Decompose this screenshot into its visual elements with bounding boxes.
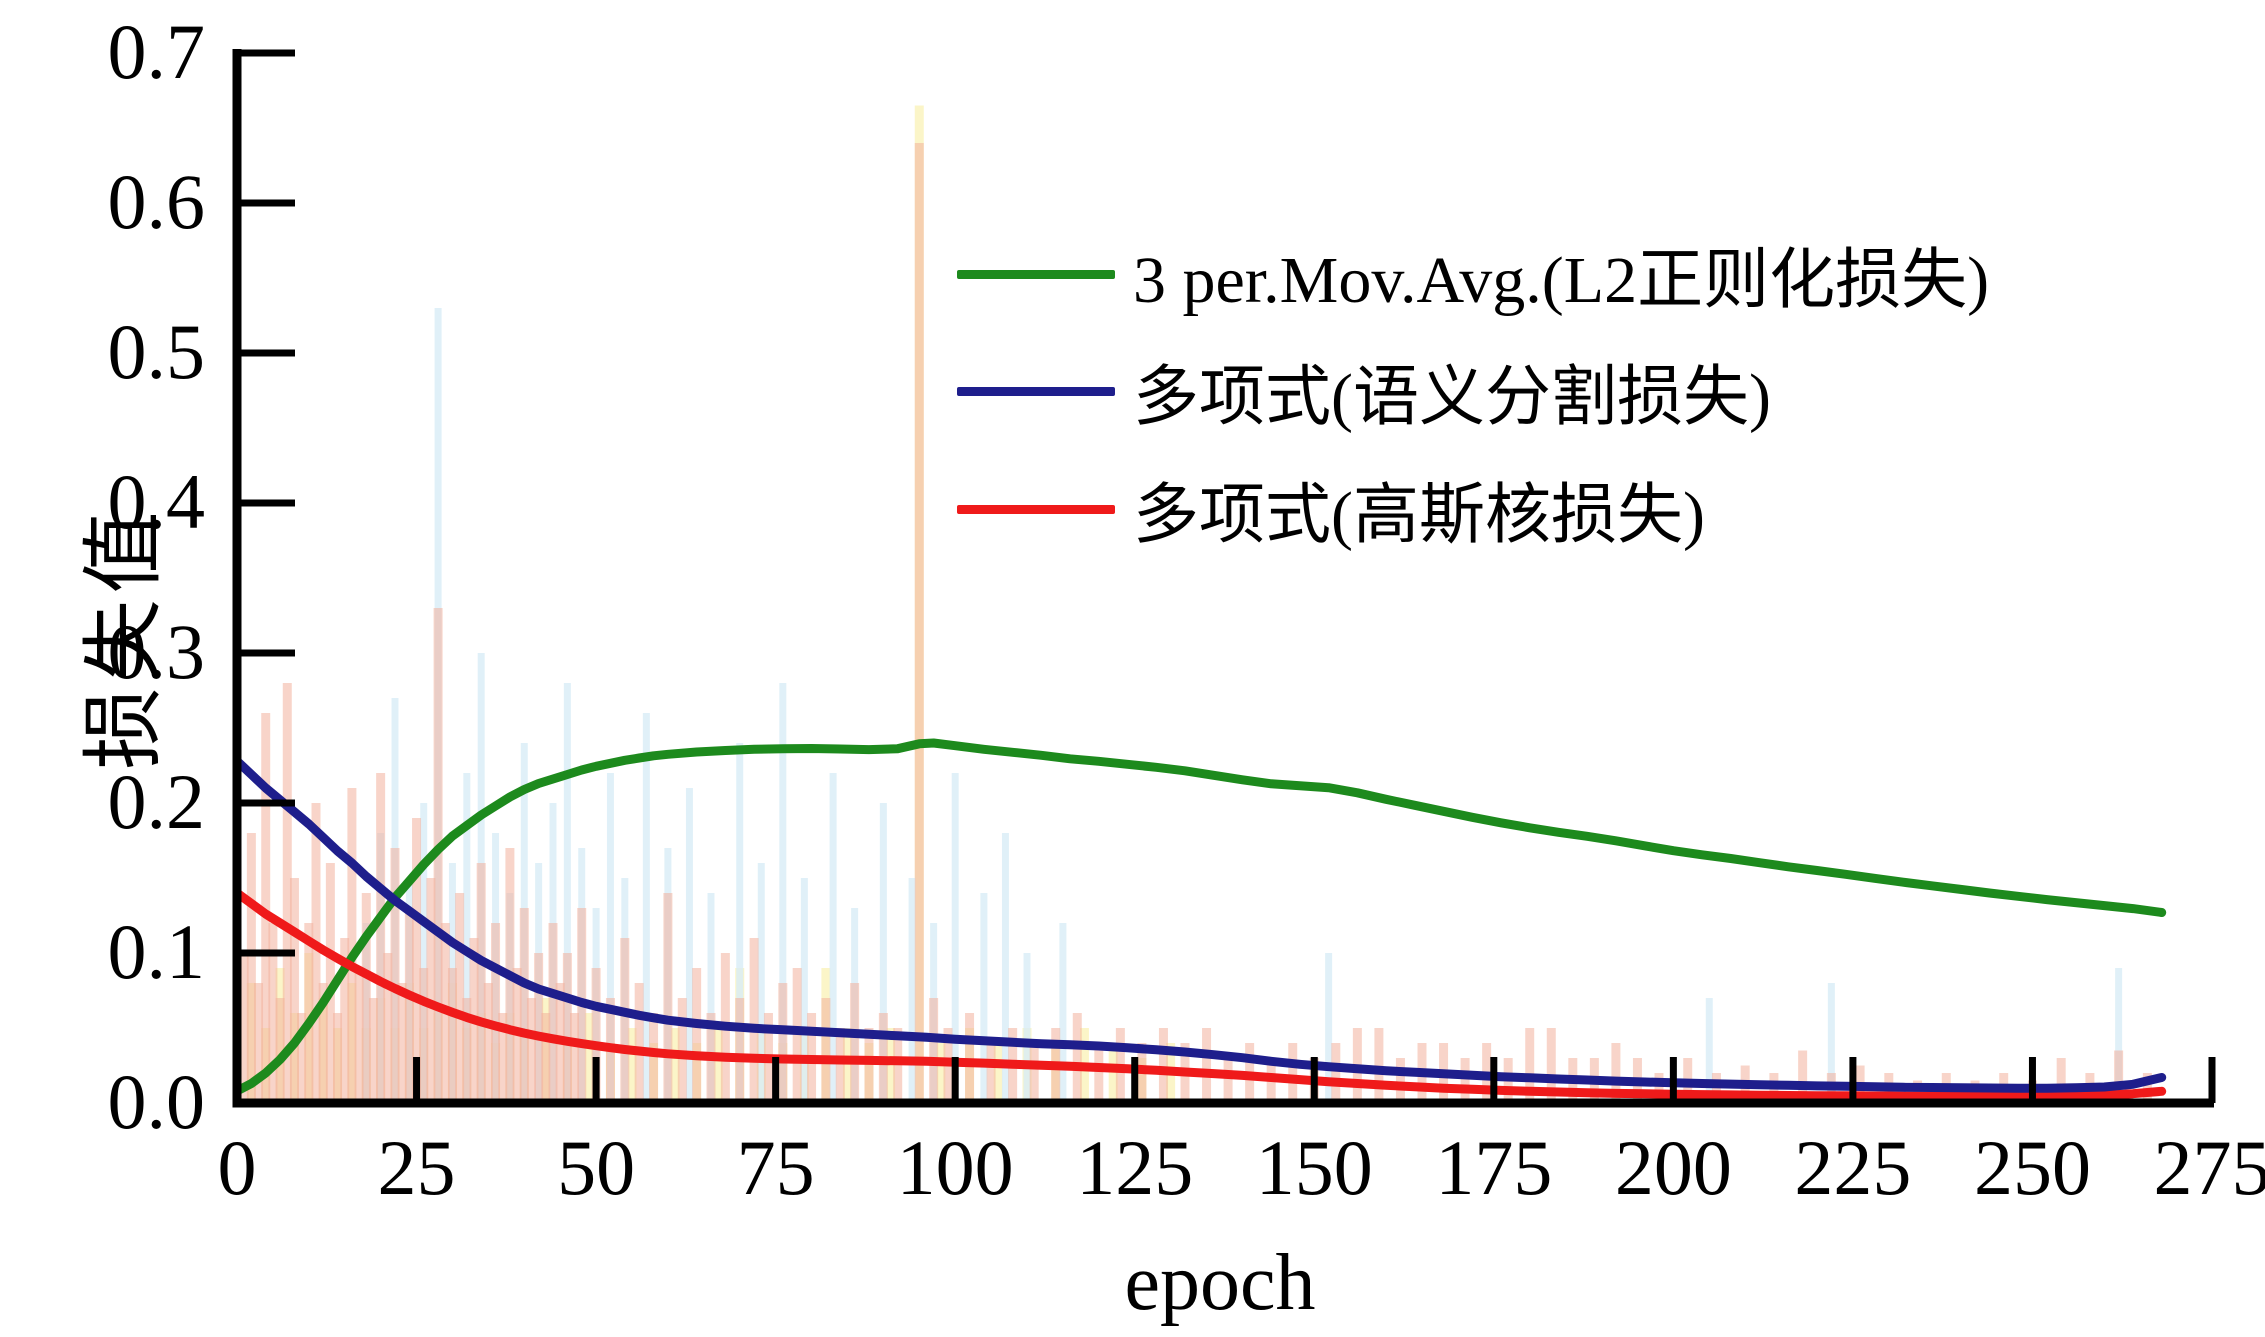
legend-item-gaussian-kernel-loss: 多项式(高斯核损失) [957,459,1705,559]
y-tick-label: 0.7 [107,8,206,95]
x-tick-label: 250 [1973,1124,2091,1211]
legend-line-navy [957,386,1115,396]
y-tick-label: 0.2 [107,758,206,845]
legend-label: 多项式(高斯核损失) [1133,479,1705,552]
raw-salmon-trace [239,143,2152,1101]
axes [232,49,2216,1108]
y-tick-label: 0.1 [107,908,206,995]
x-axis-title: epoch [1124,1239,1316,1327]
legend-item-l2-mov-avg: 3 per.Mov.Avg.(L2正则化损失) [957,224,1989,324]
series-curves [232,738,2167,1101]
x-tick-label: 275 [2153,1124,2265,1211]
x-tick-label: 50 [557,1124,636,1211]
legend-label: 多项式(语义分割损失) [1133,361,1771,434]
legend-line-green [957,269,1115,279]
x-tick-label: 100 [896,1124,1014,1211]
legend-item-semantic-seg-loss: 多项式(语义分割损失) [957,341,1771,441]
y-tick-label: 0.3 [107,608,206,695]
curve-2 [232,888,2167,1101]
x-tick-label: 0 [217,1124,257,1211]
raw-noise-traces [232,105,2152,1101]
curve-1 [232,756,2167,1093]
x-tick-label: 175 [1435,1124,1553,1211]
y-tick-label: 0.4 [107,458,206,545]
y-tick-label: 0.5 [107,308,206,395]
y-axis-title: 损失值 [78,505,170,770]
curve-0 [232,738,2167,1096]
x-tick-label: 225 [1794,1124,1912,1211]
x-tick-label: 25 [377,1124,456,1211]
y-tick-label: 0.6 [107,158,206,245]
x-tick-label: 200 [1614,1124,1732,1211]
x-tick-label: 75 [736,1124,815,1211]
x-tick-label: 125 [1076,1124,1194,1211]
x-tick-label: 150 [1255,1124,1373,1211]
legend-line-red [957,504,1115,514]
y-tick-label: 0.0 [107,1058,206,1145]
legend-label: 3 per.Mov.Avg.(L2正则化损失) [1133,244,1990,317]
